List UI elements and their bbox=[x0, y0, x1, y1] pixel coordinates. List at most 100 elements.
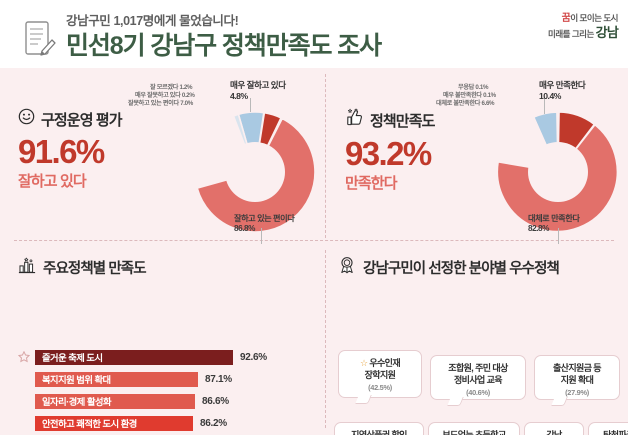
stat-left-value: 91.6% bbox=[18, 133, 105, 170]
policy-card-title-line-1: ☆ 우수인재 bbox=[339, 357, 421, 369]
donut-right-label-noanswer: 무응답 0.1% bbox=[458, 84, 489, 91]
policy-card-title-text-1: 우수인재 bbox=[369, 358, 401, 368]
header-text-group: 강남구민 1,017명에게 물었습니다! 민선8기 강남구 정책만족도 조사 bbox=[66, 13, 382, 61]
card-tail bbox=[447, 397, 464, 406]
bar-fill: 즐거운 축제 도시 bbox=[35, 349, 233, 365]
donut-right-label-sat-title: 대체로 만족한다 bbox=[528, 214, 580, 223]
policy-card-title-line-1: 지역상품권 할인 bbox=[351, 430, 407, 435]
donut-left-label-good-value: 86.8% bbox=[234, 224, 255, 233]
donut-left-label-good-title: 잘하고 있는 편이다 bbox=[234, 214, 295, 223]
policy-card[interactable]: 보도없는 초등학교 보행로 개선 (25.9%) bbox=[428, 422, 520, 435]
bar-chart-list: 즐거운 축제 도시 92.6% 복지지원 범위 확대 87.1% 일자리·경제 … bbox=[17, 346, 318, 435]
donut-left-label-verybad: 매우 잘못하고 있다 0.2% bbox=[135, 92, 195, 99]
donut-right-label-bad: 대체로 불만족한다 6.6% bbox=[436, 100, 495, 107]
header-kicker: 강남구민 1,017명에게 물었습니다! bbox=[66, 14, 239, 28]
bar-fill: 일자리·경제 활성화 bbox=[35, 393, 195, 409]
bar-label: 안전하고 쾌적한 도시 환경 bbox=[42, 419, 137, 429]
stat-right-label: 정책만족도 bbox=[370, 112, 435, 130]
leader-line-top-left bbox=[250, 98, 251, 112]
policy-card-pct: (27.9%) bbox=[565, 388, 589, 397]
bar-value: 86.6% bbox=[202, 395, 229, 407]
stat-left-sub: 잘하고 있다 bbox=[18, 173, 87, 190]
bar-chart-icon bbox=[18, 256, 36, 279]
cards-section-title: 강남구민이 선정한 분야별 우수정책 bbox=[363, 261, 560, 277]
donut-chart-left bbox=[185, 98, 325, 244]
document-pencil-icon bbox=[22, 20, 56, 58]
policy-card-title-line-2: 정비사업 교육 bbox=[454, 375, 503, 385]
card-tail bbox=[355, 395, 372, 404]
star-icon: ☆ bbox=[359, 358, 368, 368]
bar-label: 일자리·경제 활성화 bbox=[42, 397, 112, 407]
policy-card-title-line-1: 조합원, 주민 대상 bbox=[448, 363, 508, 373]
bar-fill: 안전하고 쾌적한 도시 환경 bbox=[35, 415, 193, 431]
donut-right-label-sat-value: 82.8% bbox=[528, 224, 549, 233]
policy-card[interactable]: 강남 페스티벌 (22.9%) bbox=[524, 422, 584, 435]
policy-card-title-line-2: 장학지원 bbox=[364, 370, 396, 380]
bar-row: 안전하고 쾌적한 도시 환경 86.2% bbox=[18, 412, 318, 434]
stat-right-value: 93.2% bbox=[345, 135, 432, 172]
body-panel: 구정운영 평가 91.6% 잘하고 있다 잘 모르겠다 1.2% 매우 잘못하고… bbox=[0, 68, 628, 435]
bar-track: 즐거운 축제 도시 92.6% bbox=[35, 349, 267, 365]
stat-right-sub: 만족한다 bbox=[345, 175, 398, 192]
brand-name: 강남 bbox=[595, 25, 619, 40]
donut-chart-right bbox=[488, 96, 628, 244]
bar-section-title: 주요정책별 만족도 bbox=[43, 261, 147, 277]
donut-right-label-verybad: 매우 불만족한다 0.1% bbox=[443, 92, 496, 99]
brand-line-2-rest: 미래를 그리는 bbox=[548, 29, 596, 39]
leader-line-top-right bbox=[544, 96, 545, 114]
bar-section-head: 주요정책별 만족도 bbox=[18, 256, 147, 279]
bar-track: 안전하고 쾌적한 도시 환경 86.2% bbox=[35, 415, 227, 431]
star-icon bbox=[17, 350, 31, 363]
policy-card-pct: (42.5%) bbox=[368, 383, 392, 392]
donut-left-label-dontknow: 잘 모르겠다 1.2% bbox=[150, 84, 193, 91]
policy-card-title-line-2: 지원 확대 bbox=[560, 375, 594, 385]
policy-card-title-line-1: 강남 bbox=[546, 430, 562, 435]
smiley-face-icon bbox=[18, 108, 35, 130]
thumbs-up-icon bbox=[345, 108, 364, 132]
bar-row: 즐거운 축제 도시 92.6% bbox=[17, 346, 318, 368]
policy-card-title-line-1: 보도없는 초등학교 bbox=[442, 430, 506, 435]
leader-line-bottom-left bbox=[261, 228, 262, 244]
policy-card-pct: (40.6%) bbox=[466, 388, 490, 397]
policy-card[interactable]: 출산지원금 등 지원 확대 (27.9%) bbox=[534, 355, 620, 406]
donut-left-label-bad: 잘못하고 있는 편이다 7.0% bbox=[128, 100, 193, 107]
bar-track: 복지지원 범위 확대 87.1% bbox=[35, 371, 232, 387]
divider-vertical-top bbox=[325, 74, 326, 238]
brand-accent-word: 꿈 bbox=[561, 13, 571, 24]
policy-card[interactable]: ☆ 우수인재 장학지원 (42.5%) bbox=[338, 350, 422, 404]
brand-line-2: 미래를 그리는 강남 bbox=[514, 25, 619, 40]
bar-row: 복지지원 범위 확대 87.1% bbox=[18, 368, 318, 390]
policy-card[interactable]: 조합원, 주민 대상 정비사업 교육 (40.6%) bbox=[430, 355, 526, 406]
brand-line-1: 꿈이 모이는 도시 bbox=[514, 13, 619, 24]
card-tail bbox=[551, 397, 568, 406]
bar-row: 일자리·경제 활성화 86.6% bbox=[18, 390, 318, 412]
cards-section-head: 강남구민이 선정한 분야별 우수정책 bbox=[338, 256, 560, 279]
stat-block-right: 정책만족도 93.2% 만족한다 bbox=[345, 108, 435, 193]
donut-right-label-verysat-value: 10.4% bbox=[539, 91, 561, 101]
stat-left-label: 구정운영 평가 bbox=[41, 111, 123, 129]
award-medal-icon bbox=[338, 256, 356, 279]
policy-card[interactable]: 지역상품권 할인 페이백 확대 (27.4%) bbox=[334, 422, 424, 435]
stat-block-left: 구정운영 평가 91.6% 잘하고 있다 bbox=[18, 108, 123, 191]
policy-card[interactable]: 탄천파크골프장 조성 (13.8%) bbox=[588, 422, 628, 435]
donut-right-label-verysat-title: 매우 만족한다 bbox=[539, 80, 586, 90]
bar-value: 87.1% bbox=[205, 373, 232, 385]
bar-value: 92.6% bbox=[240, 351, 267, 363]
bar-track: 일자리·경제 활성화 86.6% bbox=[35, 393, 229, 409]
stat-right-head: 정책만족도 bbox=[345, 108, 435, 132]
leader-line-bottom-right bbox=[558, 228, 559, 244]
bar-label: 즐거운 축제 도시 bbox=[42, 353, 103, 363]
divider-horizontal bbox=[14, 240, 614, 241]
page-title: 민선8기 강남구 정책만족도 조사 bbox=[66, 32, 382, 60]
bar-fill: 복지지원 범위 확대 bbox=[35, 371, 198, 387]
bar-value: 86.2% bbox=[200, 417, 227, 429]
bar-label: 복지지원 범위 확대 bbox=[42, 375, 111, 385]
stat-left-head: 구정운영 평가 bbox=[18, 108, 123, 130]
divider-vertical-bottom bbox=[325, 250, 326, 428]
brand-line-1-rest: 이 모이는 도시 bbox=[570, 13, 618, 23]
policy-card-title-line-1: 출산지원금 등 bbox=[553, 363, 602, 373]
gangnam-brand-logo: 꿈이 모이는 도시 미래를 그리는 강남 bbox=[514, 13, 619, 48]
donut-left-label-verygood-value: 4.8% bbox=[230, 91, 248, 101]
header: 강남구민 1,017명에게 물었습니다! 민선8기 강남구 정책만족도 조사 꿈… bbox=[0, 0, 628, 68]
